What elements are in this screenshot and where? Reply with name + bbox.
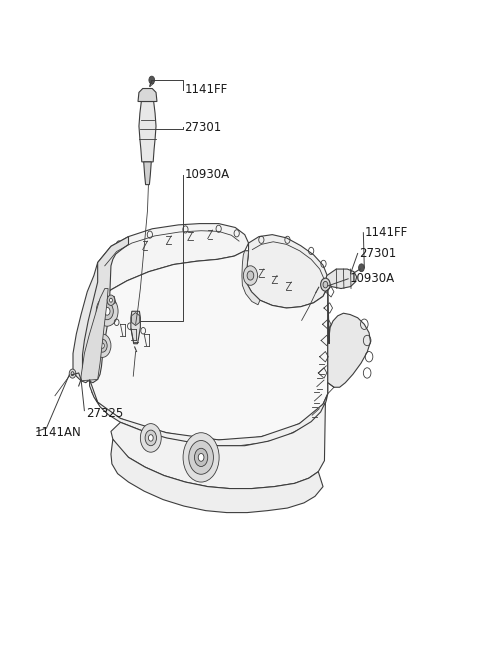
Text: 27301: 27301 <box>184 121 222 134</box>
Polygon shape <box>139 102 156 162</box>
Polygon shape <box>325 269 357 289</box>
Polygon shape <box>97 223 249 297</box>
Circle shape <box>194 448 208 466</box>
Text: 1141AN: 1141AN <box>35 426 82 440</box>
Circle shape <box>183 433 219 482</box>
Circle shape <box>101 303 113 320</box>
Polygon shape <box>131 311 140 344</box>
Circle shape <box>69 369 76 378</box>
Circle shape <box>149 76 155 84</box>
Polygon shape <box>242 251 260 305</box>
Circle shape <box>109 298 112 302</box>
Circle shape <box>321 278 330 291</box>
Circle shape <box>107 295 115 305</box>
Polygon shape <box>138 88 157 102</box>
Polygon shape <box>73 263 101 383</box>
Polygon shape <box>111 440 323 513</box>
Circle shape <box>323 282 328 288</box>
Polygon shape <box>83 236 129 383</box>
Polygon shape <box>111 402 325 489</box>
Circle shape <box>198 453 204 461</box>
Text: 1141FF: 1141FF <box>365 226 408 239</box>
Circle shape <box>148 435 153 441</box>
Circle shape <box>145 430 156 445</box>
Text: 1141FF: 1141FF <box>184 83 228 96</box>
Polygon shape <box>246 234 328 308</box>
Text: 10930A: 10930A <box>349 272 395 286</box>
Circle shape <box>94 334 111 358</box>
Polygon shape <box>81 289 108 381</box>
Circle shape <box>247 271 254 280</box>
Text: 27325: 27325 <box>86 407 123 420</box>
Polygon shape <box>328 288 371 387</box>
Circle shape <box>97 339 107 352</box>
Polygon shape <box>144 162 151 185</box>
Polygon shape <box>90 379 328 445</box>
Circle shape <box>243 266 258 286</box>
Circle shape <box>189 441 214 474</box>
Polygon shape <box>108 296 116 305</box>
Text: 10930A: 10930A <box>184 168 229 181</box>
Circle shape <box>359 264 364 272</box>
Circle shape <box>104 307 110 315</box>
Circle shape <box>96 296 118 326</box>
Polygon shape <box>90 251 328 440</box>
Circle shape <box>140 424 161 452</box>
Text: 27301: 27301 <box>359 247 396 260</box>
Circle shape <box>100 343 104 348</box>
